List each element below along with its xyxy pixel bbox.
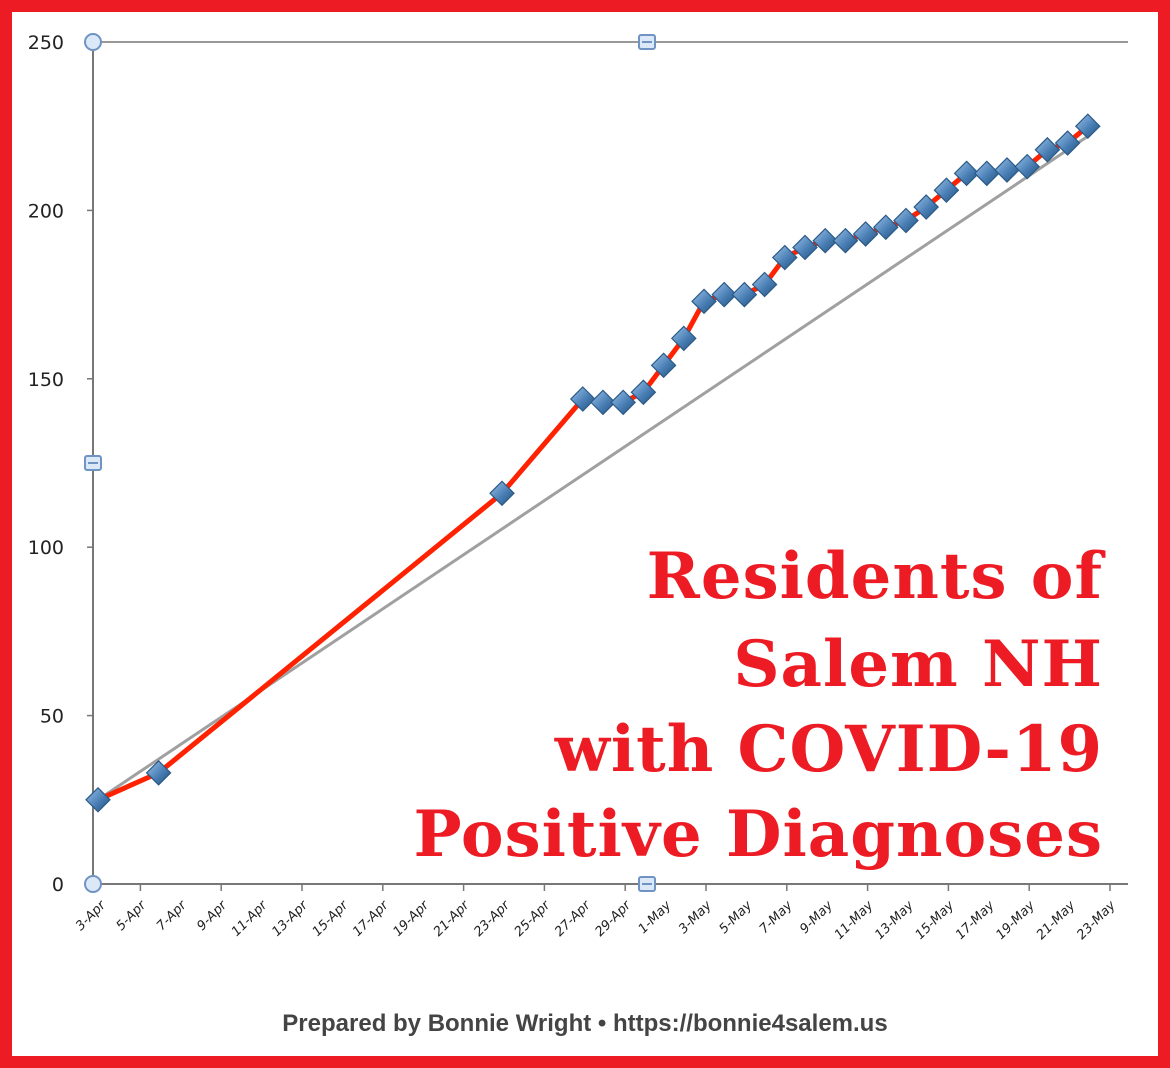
data-point-marker xyxy=(630,379,657,406)
data-point-marker xyxy=(650,352,677,379)
x-tick-label: 7-May xyxy=(757,898,796,937)
chart-title-line: Residents of xyxy=(647,539,1106,614)
x-tick-label: 21-May xyxy=(1034,898,1079,943)
data-point-marker xyxy=(731,281,758,308)
x-tick-label: 5-May xyxy=(716,898,755,937)
data-point-marker xyxy=(1074,113,1101,140)
data-point-marker xyxy=(913,194,940,220)
chart-title-line: with COVID-19 xyxy=(554,712,1103,787)
footer-credit: Prepared by Bonnie Wright • https://bonn… xyxy=(282,1010,888,1037)
chart-title: Residents of Salem NH with COVID-19 Positiv… xyxy=(413,539,1106,872)
y-tick-label: 250 xyxy=(28,32,64,54)
x-tick-label: 23-May xyxy=(1074,898,1119,943)
data-point-marker xyxy=(852,221,879,247)
x-tick-label: 1-May xyxy=(636,898,675,937)
corner-handle xyxy=(84,33,102,51)
x-tick-label: 25-Apr xyxy=(512,897,555,940)
corner-handle xyxy=(84,875,102,893)
x-tick-label: 7-Apr xyxy=(154,897,191,934)
data-point-marker xyxy=(751,271,778,298)
x-tick-label: 3-May xyxy=(676,898,715,937)
data-point-marker xyxy=(832,227,859,254)
data-point-marker xyxy=(973,160,1000,187)
data-point-marker xyxy=(1054,130,1081,156)
x-tick-label: 21-Apr xyxy=(431,897,474,940)
y-tick-label: 200 xyxy=(28,200,64,222)
data-point-marker xyxy=(872,214,899,241)
y-tick-label: 100 xyxy=(28,537,64,559)
x-tick-label: 3-Apr xyxy=(73,897,110,934)
x-tick-label: 23-Apr xyxy=(471,897,514,940)
data-point-marker xyxy=(85,786,111,813)
data-point-marker xyxy=(590,389,616,416)
data-point-marker xyxy=(994,157,1020,183)
data-point-marker xyxy=(569,386,596,412)
x-tick-label: 17-Apr xyxy=(350,897,393,940)
data-point-marker xyxy=(1034,136,1061,163)
data-point-marker xyxy=(893,207,919,234)
x-tick-label: 9-Apr xyxy=(194,897,231,934)
selection-handles xyxy=(84,33,656,893)
data-point-marker xyxy=(145,760,172,786)
y-tick-label: 0 xyxy=(52,874,64,896)
x-tick-label: 11-May xyxy=(832,898,877,943)
x-tick-label: 15-May xyxy=(913,898,958,943)
data-point-marker xyxy=(691,288,717,315)
data-point-marker xyxy=(771,244,798,271)
chart-title-line: Salem NH xyxy=(733,627,1103,702)
data-point-marker xyxy=(1014,153,1041,180)
y-tick-label: 50 xyxy=(40,706,64,728)
data-point-marker xyxy=(812,227,839,254)
data-point-marker xyxy=(792,234,818,261)
x-tick-label: 19-May xyxy=(993,898,1038,943)
series-layer xyxy=(85,113,1101,813)
data-point-marker xyxy=(489,480,515,507)
y-axis-tick-labels: 0 50 100 150 200 250 xyxy=(28,32,64,896)
data-point-marker xyxy=(610,389,637,416)
x-tick-label: 29-Apr xyxy=(592,897,635,940)
data-point-marker xyxy=(711,281,738,308)
x-tick-label: 9-May xyxy=(797,898,836,937)
x-tick-label: 17-May xyxy=(953,898,998,943)
x-axis-tick-labels: 3-Apr 5-Apr 7-Apr 9-Apr11-Apr13-Apr15-Apr17… xyxy=(73,897,1119,943)
data-point-marker xyxy=(953,160,980,187)
x-tick-label: 13-May xyxy=(872,898,917,943)
x-tick-label: 27-Apr xyxy=(552,897,595,940)
chart-title-line: Positive Diagnoses xyxy=(413,797,1103,872)
x-tick-label: 11-Apr xyxy=(229,897,272,940)
y-tick-label: 150 xyxy=(28,369,64,391)
x-tick-label: 13-Apr xyxy=(269,897,312,940)
data-point-marker xyxy=(670,325,697,352)
x-tick-label: 19-Apr xyxy=(390,897,433,940)
x-tick-label: 15-Apr xyxy=(310,897,353,940)
x-tick-label: 5-Apr xyxy=(114,897,151,934)
data-point-marker xyxy=(933,177,960,204)
